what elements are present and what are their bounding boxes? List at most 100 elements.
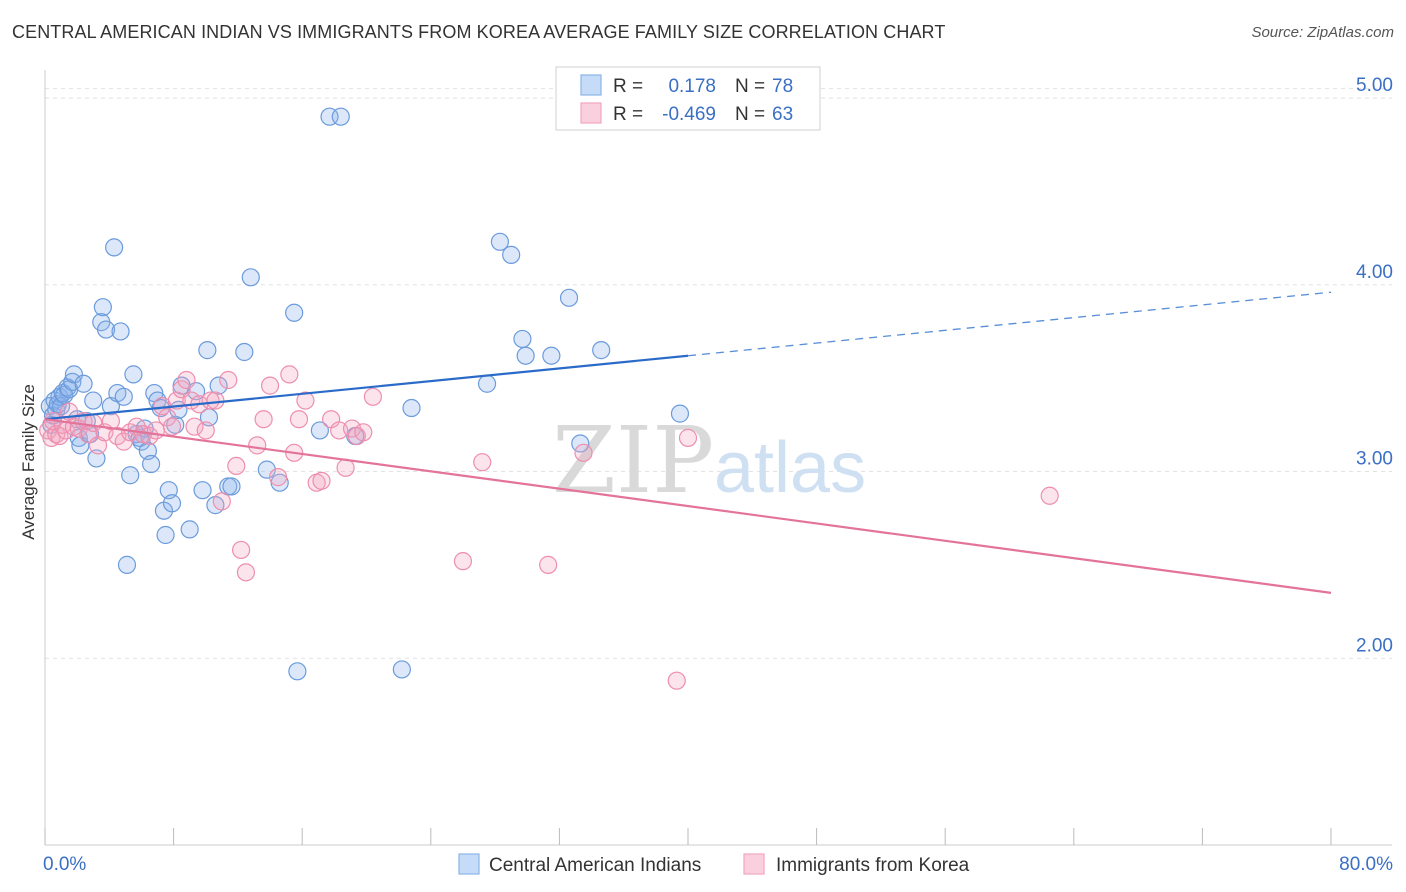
point-central-american-indians (84, 391, 103, 410)
point-immigrants-from-korea (473, 453, 492, 472)
point-immigrants-from-korea (177, 370, 196, 390)
point-central-american-indians (64, 365, 84, 384)
point-immigrants-from-korea (219, 370, 238, 390)
point-immigrants-from-korea (539, 555, 558, 574)
y-tick-label: 5.00 (1356, 75, 1393, 96)
point-central-american-indians (288, 662, 307, 681)
point-central-american-indians (117, 555, 137, 574)
stats-r-label-blue: R = (613, 76, 643, 97)
point-central-american-indians (310, 421, 329, 440)
point-immigrants-from-korea (201, 391, 220, 410)
point-central-american-indians (198, 341, 217, 360)
point-immigrants-from-korea (296, 391, 315, 410)
point-central-american-indians (477, 374, 497, 393)
point-immigrants-from-korea (363, 387, 383, 406)
chart-title: CENTRAL AMERICAN INDIAN VS IMMIGRANTS FR… (12, 22, 946, 42)
point-central-american-indians (87, 449, 106, 468)
point-immigrants-from-korea (254, 410, 273, 429)
point-central-american-indians (93, 298, 112, 317)
point-immigrants-from-korea (206, 391, 225, 410)
point-central-american-indians (502, 245, 521, 264)
point-immigrants-from-korea (227, 456, 246, 476)
legend-label-central-american-indians: Central American Indians (489, 855, 701, 876)
stats-n-value-pink: 63 (772, 104, 793, 125)
point-central-american-indians (193, 481, 212, 500)
point-central-american-indians (241, 268, 260, 287)
point-immigrants-from-korea (678, 428, 698, 447)
trend-lines (44, 291, 1332, 594)
point-immigrants-from-korea (336, 458, 355, 477)
series-legend: Central American Indians Immigrants from… (458, 853, 970, 876)
point-immigrants-from-korea (312, 471, 331, 490)
stats-legend: R = 0.178 N = 78 R = -0.469 N = 63 (555, 66, 821, 131)
trend-central-american-indians (44, 354, 689, 421)
stats-r-value-pink: -0.469 (662, 104, 716, 125)
legend-swatch-immigrants-from-korea (743, 853, 765, 875)
axes (44, 70, 1392, 846)
stats-n-label-pink: N = (735, 104, 765, 125)
y-tick-label: 4.00 (1356, 262, 1393, 283)
x-tick-labels: 0.0% 80.0% (43, 854, 1393, 875)
point-central-american-indians (516, 346, 535, 365)
watermark: ZIP atlas (552, 407, 866, 514)
point-central-american-indians (124, 365, 143, 384)
data-points (39, 107, 1059, 690)
point-immigrants-from-korea (574, 443, 593, 462)
point-central-american-indians (542, 346, 561, 365)
point-central-american-indians (331, 107, 350, 126)
point-central-american-indians (222, 477, 241, 496)
point-immigrants-from-korea (453, 552, 473, 571)
stats-r-label-pink: R = (613, 104, 643, 125)
point-central-american-indians (156, 525, 175, 545)
watermark-atlas: atlas (714, 428, 866, 508)
point-central-american-indians (490, 232, 510, 251)
point-central-american-indians (392, 660, 411, 679)
legend-swatch-central-american-indians (458, 853, 480, 875)
point-central-american-indians (74, 374, 93, 393)
point-central-american-indians (513, 329, 532, 349)
point-central-american-indians (285, 303, 304, 322)
point-central-american-indians (559, 288, 579, 307)
point-central-american-indians (209, 376, 228, 395)
x-tick-label-min: 0.0% (43, 854, 86, 875)
point-central-american-indians (111, 322, 130, 341)
trend-immigrants-from-korea (44, 418, 1332, 594)
legend-label-immigrants-from-korea: Immigrants from Korea (776, 855, 970, 876)
point-immigrants-from-korea (280, 365, 299, 384)
point-immigrants-from-korea (232, 540, 251, 560)
point-immigrants-from-korea (289, 410, 309, 429)
stats-r-value-blue: 0.178 (668, 76, 716, 97)
y-tick-labels: 2.00 3.00 4.00 5.00 (1356, 75, 1393, 656)
stats-swatch-pink (580, 102, 602, 124)
point-immigrants-from-korea (248, 436, 267, 455)
point-immigrants-from-korea (212, 492, 231, 511)
y-tick-label: 2.00 (1356, 635, 1393, 656)
point-central-american-indians (141, 454, 161, 474)
point-central-american-indians (96, 320, 116, 339)
point-central-american-indians (180, 520, 199, 539)
point-immigrants-from-korea (196, 421, 215, 440)
source-credit: Source: ZipAtlas.com (1251, 24, 1394, 41)
point-central-american-indians (402, 398, 421, 418)
point-immigrants-from-korea (260, 376, 280, 395)
point-central-american-indians (114, 387, 133, 406)
stats-swatch-blue (580, 74, 602, 96)
point-central-american-indians (63, 372, 82, 391)
y-tick-label: 3.00 (1356, 449, 1393, 470)
point-immigrants-from-korea (185, 417, 204, 436)
y-axis-label: Average Family Size (19, 384, 38, 540)
point-central-american-indians (592, 341, 611, 360)
point-central-american-indians (105, 238, 124, 257)
point-central-american-indians (670, 404, 690, 423)
point-immigrants-from-korea (268, 468, 288, 487)
point-immigrants-from-korea (236, 563, 256, 582)
point-immigrants-from-korea (162, 417, 182, 436)
point-immigrants-from-korea (354, 423, 373, 442)
point-central-american-indians (235, 342, 254, 362)
point-immigrants-from-korea (158, 408, 177, 427)
point-immigrants-from-korea (114, 432, 133, 451)
point-central-american-indians (162, 494, 182, 513)
point-central-american-indians (121, 466, 140, 485)
stats-n-value-blue: 78 (772, 76, 793, 97)
